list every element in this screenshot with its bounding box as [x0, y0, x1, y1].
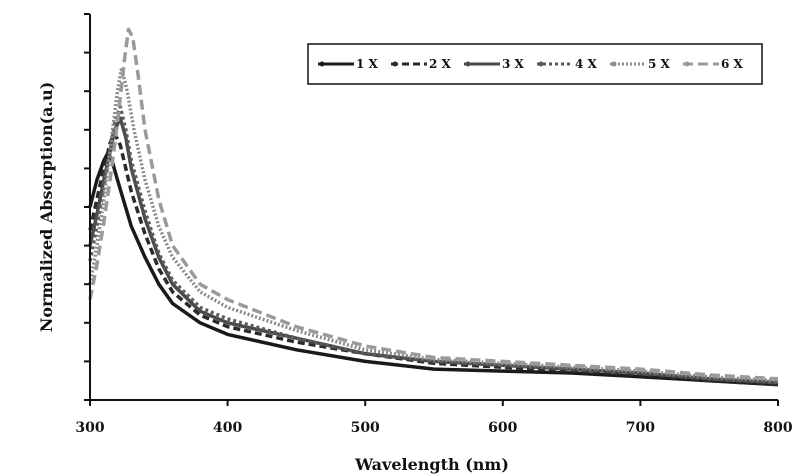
series-line-3	[88, 116, 779, 385]
x-ticks	[89, 400, 779, 406]
legend-marker-3	[465, 61, 471, 67]
series-line-5	[88, 66, 779, 383]
series-line-6	[88, 27, 779, 381]
legend-label-6: 6 X	[721, 57, 744, 71]
legend-label-3: 3 X	[502, 57, 525, 71]
legend: 1 X 2 X 3 X 4 X 5 X 6 X	[307, 43, 763, 85]
legend-marker-5	[611, 61, 617, 67]
legend-label-5: 5 X	[648, 57, 671, 71]
y-ticks	[84, 13, 90, 401]
legend-items: 1 X 2 X 3 X 4 X 5 X 6 X	[318, 57, 744, 71]
x-tick-label: 500	[351, 420, 380, 436]
plot-lines	[88, 27, 779, 387]
x-tick-label: 700	[626, 420, 655, 436]
series-line-2	[88, 131, 779, 387]
x-tick-label: 800	[763, 420, 792, 436]
legend-marker-2	[392, 61, 398, 67]
x-tick-label: 600	[488, 420, 517, 436]
x-axis-title: Wavelength (nm)	[354, 455, 509, 474]
x-tick-label: 300	[75, 420, 104, 436]
legend-marker-4	[538, 61, 544, 67]
y-axis-title: Normalized Absorption(a.u)	[37, 82, 56, 333]
x-tick-labels: 300 400 500 600 700 800	[75, 420, 792, 436]
legend-label-4: 4 X	[575, 57, 598, 71]
legend-marker-1	[319, 61, 325, 67]
legend-label-2: 2 X	[429, 57, 452, 71]
x-tick-label: 400	[213, 420, 242, 436]
series-line-4	[88, 104, 779, 385]
legend-marker-6	[684, 61, 690, 67]
legend-label-1: 1 X	[356, 57, 379, 71]
series-line-1	[88, 151, 779, 387]
